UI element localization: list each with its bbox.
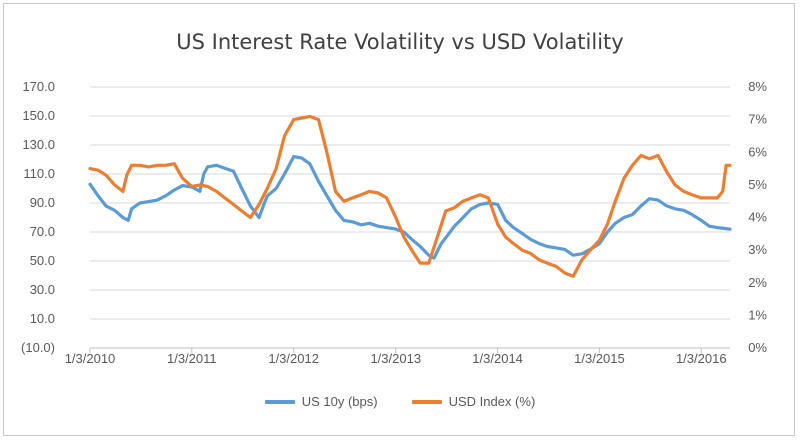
y-left-tick-label: 90.0 [30,195,55,210]
y-right-tick-label: 3% [748,242,767,257]
x-tick-label: 1/3/2015 [574,351,625,366]
chart-frame [3,3,795,436]
y-right-tick-label: 2% [748,275,767,290]
x-tick-label: 1/3/2010 [65,351,116,366]
y-left-tick-label: 50.0 [30,253,55,268]
x-tick-label: 1/3/2014 [472,351,523,366]
series-line-us-10y [88,155,732,260]
y-left-tick-label: (10.0) [21,340,55,355]
y-left-tick-label: 170.0 [22,79,55,94]
y-right-tick-label: 0% [748,340,767,355]
y-left-tick-label: 130.0 [22,137,55,152]
y-right-tick-label: 6% [748,144,767,159]
legend-item-us-10y: US 10y (bps) [264,394,378,409]
y-right-tick-label: 4% [748,210,767,225]
chart-title: US Interest Rate Volatility vs USD Volat… [176,30,624,54]
y-left-tick-label: 110.0 [23,166,55,181]
legend-item-usd-index: USD Index (%) [411,394,536,409]
y-right-tick-label: 8% [748,79,767,94]
legend-swatch-us-10y [264,399,295,404]
x-tick-label: 1/3/2012 [268,351,319,366]
legend-label-usd-index: USD Index (%) [448,394,536,409]
chart-legend: US 10y (bps) USD Index (%) [0,394,800,409]
y-left-tick-label: 150.0 [22,108,55,123]
y-right-tick-label: 1% [748,307,767,322]
y-right-tick-label: 7% [748,112,767,127]
y-left-tick-label: 70.0 [30,224,55,239]
legend-label-us-10y: US 10y (bps) [301,394,378,409]
series-line-usd-index [88,114,732,278]
y-left-tick-label: 10.0 [30,311,55,326]
legend-swatch-usd-index [411,399,442,404]
y-left-tick-label: 30.0 [30,282,55,297]
y-right-tick-label: 5% [748,177,767,192]
x-tick-label: 1/3/2011 [167,351,217,366]
x-tick-label: 1/3/2013 [370,351,421,366]
x-tick-label: 1/3/2016 [676,351,727,366]
